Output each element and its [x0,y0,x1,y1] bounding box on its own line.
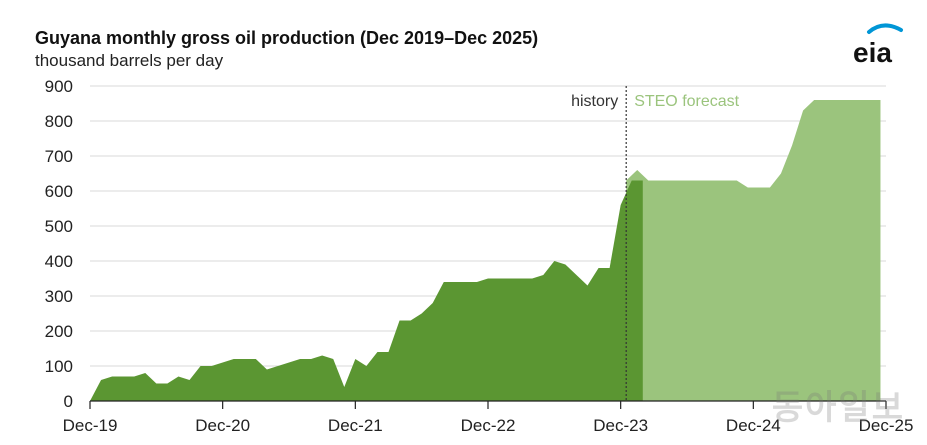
x-tick-label: Dec-24 [726,416,781,435]
y-tick-label: 700 [45,147,73,166]
chart-subtitle: thousand barrels per day [35,51,224,70]
y-tick-label: 400 [45,252,73,271]
logo-text: eia [853,37,892,66]
history-area [90,180,643,401]
forecast-annotation: STEO forecast [634,93,739,110]
x-tick-label: Dec-23 [593,416,648,435]
y-tick-label: 0 [64,392,73,411]
y-tick-label: 200 [45,322,73,341]
y-tick-label: 300 [45,287,73,306]
area-layer [90,100,881,401]
history-annotation: history [571,93,618,110]
x-tick-label: Dec-22 [461,416,516,435]
axis-layer [89,86,887,409]
x-tick-label: Dec-25 [859,416,914,435]
y-tick-label: 800 [45,112,73,131]
watermark: 동아일보 [771,389,905,427]
x-tick-label: Dec-19 [63,416,118,435]
logo-swoosh [867,23,903,34]
x-tick-label: Dec-20 [195,416,250,435]
chart-title: Guyana monthly gross oil production (Dec… [35,28,539,48]
forecast-area [626,100,881,401]
x-tick-label: Dec-21 [328,416,383,435]
eia-logo-mark: eia [853,23,903,66]
y-tick-label: 600 [45,182,73,201]
y-tick-label: 500 [45,217,73,236]
label-layer: 0 100 200 300 400 500 600 700 800 900 history STEO … [45,77,914,435]
y-tick-label: 900 [45,77,73,96]
eia-logo: eia [849,18,909,66]
y-tick-label: 100 [45,357,73,376]
